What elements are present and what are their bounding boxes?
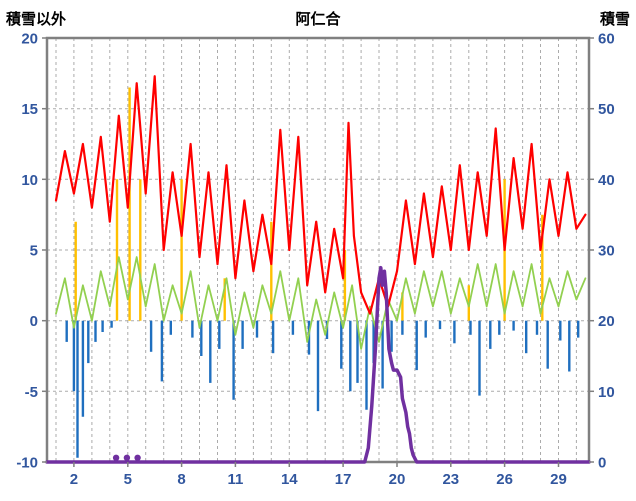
purple-snow-dots [123, 454, 131, 461]
x-axis-tick-label: 20 [389, 471, 406, 488]
right-axis-tick-label: 20 [598, 313, 615, 330]
x-axis-tick-label: 23 [442, 471, 459, 488]
right-axis-tick-label: 0 [598, 455, 606, 472]
purple-snow-dots [112, 454, 120, 461]
left-axis-tick-label: 0 [30, 313, 38, 330]
chart-title: 阿仁合 [295, 11, 341, 28]
right-axis-tick-label: 40 [598, 172, 615, 189]
x-axis-tick-label: 14 [281, 471, 298, 488]
red-line [54, 75, 587, 315]
x-axis-tick-label: 17 [335, 471, 352, 488]
left-axis-tick-label: -10 [16, 455, 38, 472]
left-axis-tick-label: 15 [21, 101, 38, 118]
right-axis-tick-label: 50 [598, 101, 615, 118]
green-line [55, 256, 587, 350]
purple-snow-line [45, 265, 591, 464]
right-axis-title: 積雪 [599, 11, 630, 28]
right-axis-tick-label: 10 [598, 384, 615, 401]
left-axis-tick-label: -5 [25, 384, 38, 401]
left-axis-tick-label: 5 [30, 243, 38, 260]
x-axis-tick-label: 26 [496, 471, 513, 488]
right-axis-tick-label: 30 [598, 243, 615, 260]
purple-snow-dots [134, 454, 141, 461]
x-axis-tick-label: 29 [550, 471, 567, 488]
x-axis-tick-label: 8 [177, 471, 185, 488]
left-axis-tick-label: 20 [21, 31, 38, 48]
x-axis-tick-label: 2 [70, 471, 78, 488]
x-axis-tick-label: 5 [124, 471, 132, 488]
left-axis-title: 積雪以外 [6, 11, 67, 28]
left-axis-tick-label: 10 [21, 172, 38, 189]
right-axis-tick-label: 60 [598, 31, 615, 48]
x-axis-tick-label: 11 [227, 471, 243, 488]
